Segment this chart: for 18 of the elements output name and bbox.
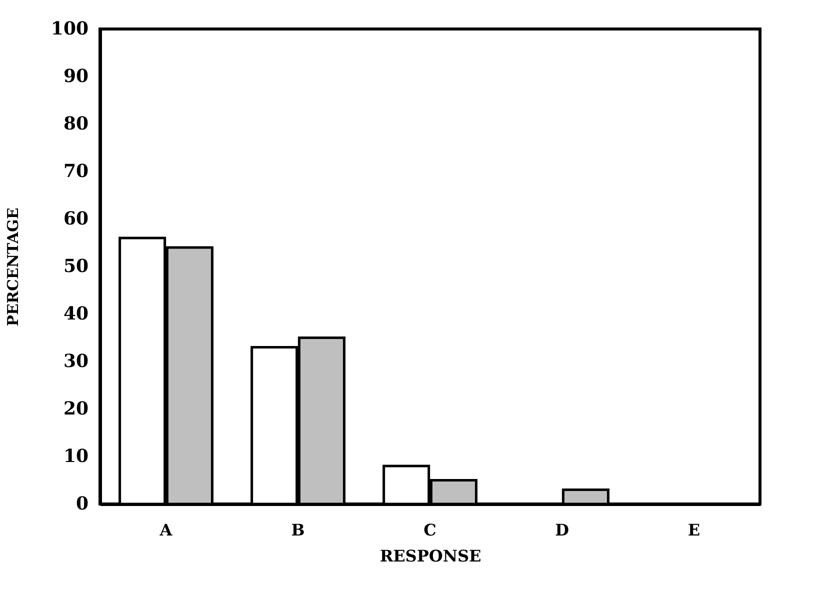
y-tick-label: 30: [63, 351, 88, 372]
y-tick-label: 70: [63, 161, 88, 182]
x-tick-label: E: [688, 520, 700, 540]
x-tick-label: B: [291, 520, 305, 540]
y-tick-label: 0: [76, 494, 88, 514]
y-tick-label: 100: [50, 18, 88, 40]
y-tick-label: 60: [63, 208, 88, 230]
x-tick-label: A: [158, 520, 173, 540]
x-tick-label: D: [555, 520, 570, 540]
y-tick-label: 80: [63, 114, 88, 134]
y-axis-title: PERCENTAGE: [4, 208, 22, 326]
y-tick-label: 90: [63, 66, 88, 87]
y-tick-label: 50: [63, 256, 88, 277]
y-tick-label: 20: [63, 398, 88, 420]
x-tick-label: C: [424, 520, 436, 540]
x-axis-title: RESPONSE: [380, 546, 482, 566]
y-tick-label: 40: [63, 304, 88, 324]
y-tick-label: 10: [63, 446, 88, 467]
